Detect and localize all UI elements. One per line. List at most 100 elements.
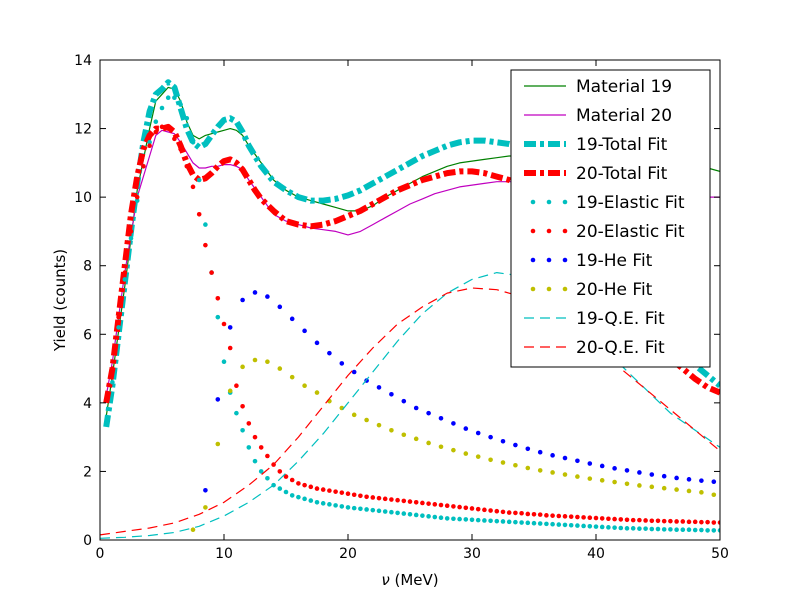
data-point: [649, 472, 655, 477]
data-point: [513, 442, 518, 448]
data-point: [686, 477, 692, 482]
data-point: [389, 391, 394, 397]
data-point: [699, 527, 704, 533]
data-point: [500, 460, 506, 465]
data-point: [488, 518, 493, 524]
data-point: [463, 505, 469, 511]
data-point: [376, 385, 382, 390]
data-point: [537, 521, 543, 526]
legend-marker: [546, 199, 552, 205]
data-point: [550, 453, 555, 458]
data-point: [203, 487, 208, 493]
data-point: [637, 517, 642, 523]
data-point: [451, 447, 456, 453]
data-point: [302, 482, 307, 488]
data-point: [165, 126, 171, 131]
data-point: [165, 95, 171, 101]
data-point: [711, 520, 717, 525]
data-point: [451, 421, 456, 426]
data-point: [122, 277, 128, 282]
legend-marker: [562, 228, 568, 234]
data-point: [463, 426, 469, 431]
data-point: [265, 359, 270, 365]
data-point: [258, 469, 264, 474]
y-tick-label: 0: [83, 533, 92, 549]
data-point: [382, 496, 388, 502]
series-20-he-fit: [190, 357, 717, 533]
data-point: [178, 102, 183, 107]
y-tick-label: 4: [83, 396, 92, 412]
legend-item-19-q-e-fit: 19-Q.E. Fit: [524, 309, 665, 329]
data-point: [215, 441, 221, 447]
legend-marker: [546, 286, 552, 292]
data-point: [110, 366, 115, 371]
y-tick-label: 12: [74, 122, 92, 138]
data-point: [122, 270, 128, 275]
data-point: [482, 518, 487, 523]
data-point: [345, 491, 351, 497]
y-tick-label: 10: [74, 190, 92, 206]
data-point: [519, 520, 524, 525]
x-tick-label: 0: [96, 546, 105, 562]
data-point: [277, 486, 283, 491]
data-point: [277, 366, 283, 371]
data-point: [190, 184, 196, 190]
data-point: [680, 519, 686, 524]
data-point: [184, 163, 190, 169]
data-point: [612, 516, 617, 522]
data-point: [643, 518, 648, 523]
data-point: [339, 504, 345, 509]
data-point: [240, 403, 245, 409]
data-point: [395, 510, 400, 516]
data-point: [364, 507, 369, 512]
data-point: [314, 340, 320, 346]
legend-label: Material 19: [576, 77, 672, 97]
data-point: [494, 508, 500, 514]
data-point: [110, 379, 115, 385]
data-point: [227, 325, 233, 330]
data-point: [606, 525, 611, 530]
data-point: [116, 314, 121, 320]
data-point: [463, 517, 469, 522]
data-point: [389, 497, 394, 502]
legend-label: 20-Total Fit: [576, 164, 668, 184]
data-point: [215, 295, 221, 301]
data-point: [407, 511, 413, 517]
x-tick-label: 20: [339, 546, 357, 562]
data-point: [624, 481, 630, 487]
data-point: [401, 498, 407, 504]
data-point: [692, 519, 698, 525]
data-point: [581, 515, 586, 520]
data-point: [525, 511, 531, 517]
x-tick-label: 40: [587, 546, 605, 562]
x-tick-label: 30: [463, 546, 481, 562]
data-point: [401, 432, 407, 438]
data-point: [513, 462, 518, 468]
data-point: [327, 488, 332, 493]
tick-layer: 0 10 20 30 40 50 0 2 4 6 8 10 12 14: [74, 53, 729, 562]
data-point: [624, 468, 630, 473]
data-point: [227, 388, 233, 394]
data-point: [488, 508, 493, 513]
y-tick-label: 2: [83, 464, 92, 480]
x-axis-symbol: ν: [381, 571, 389, 589]
data-point: [389, 509, 394, 515]
data-point: [655, 526, 661, 532]
data-point: [302, 383, 307, 389]
data-point: [624, 526, 630, 531]
data-point: [376, 495, 382, 501]
data-point: [147, 139, 152, 145]
data-point: [488, 434, 493, 440]
data-point: [289, 493, 295, 498]
data-point: [699, 519, 704, 525]
data-point: [389, 427, 394, 433]
data-point: [420, 513, 425, 518]
data-point: [562, 522, 568, 528]
data-point: [320, 501, 326, 506]
data-point: [351, 369, 357, 375]
data-point: [637, 526, 642, 531]
data-point: [147, 143, 152, 149]
y-tick-label: 6: [83, 327, 92, 343]
legend-label: 19-Elastic Fit: [576, 193, 685, 213]
y-axis-label: Yield (counts): [51, 249, 69, 352]
